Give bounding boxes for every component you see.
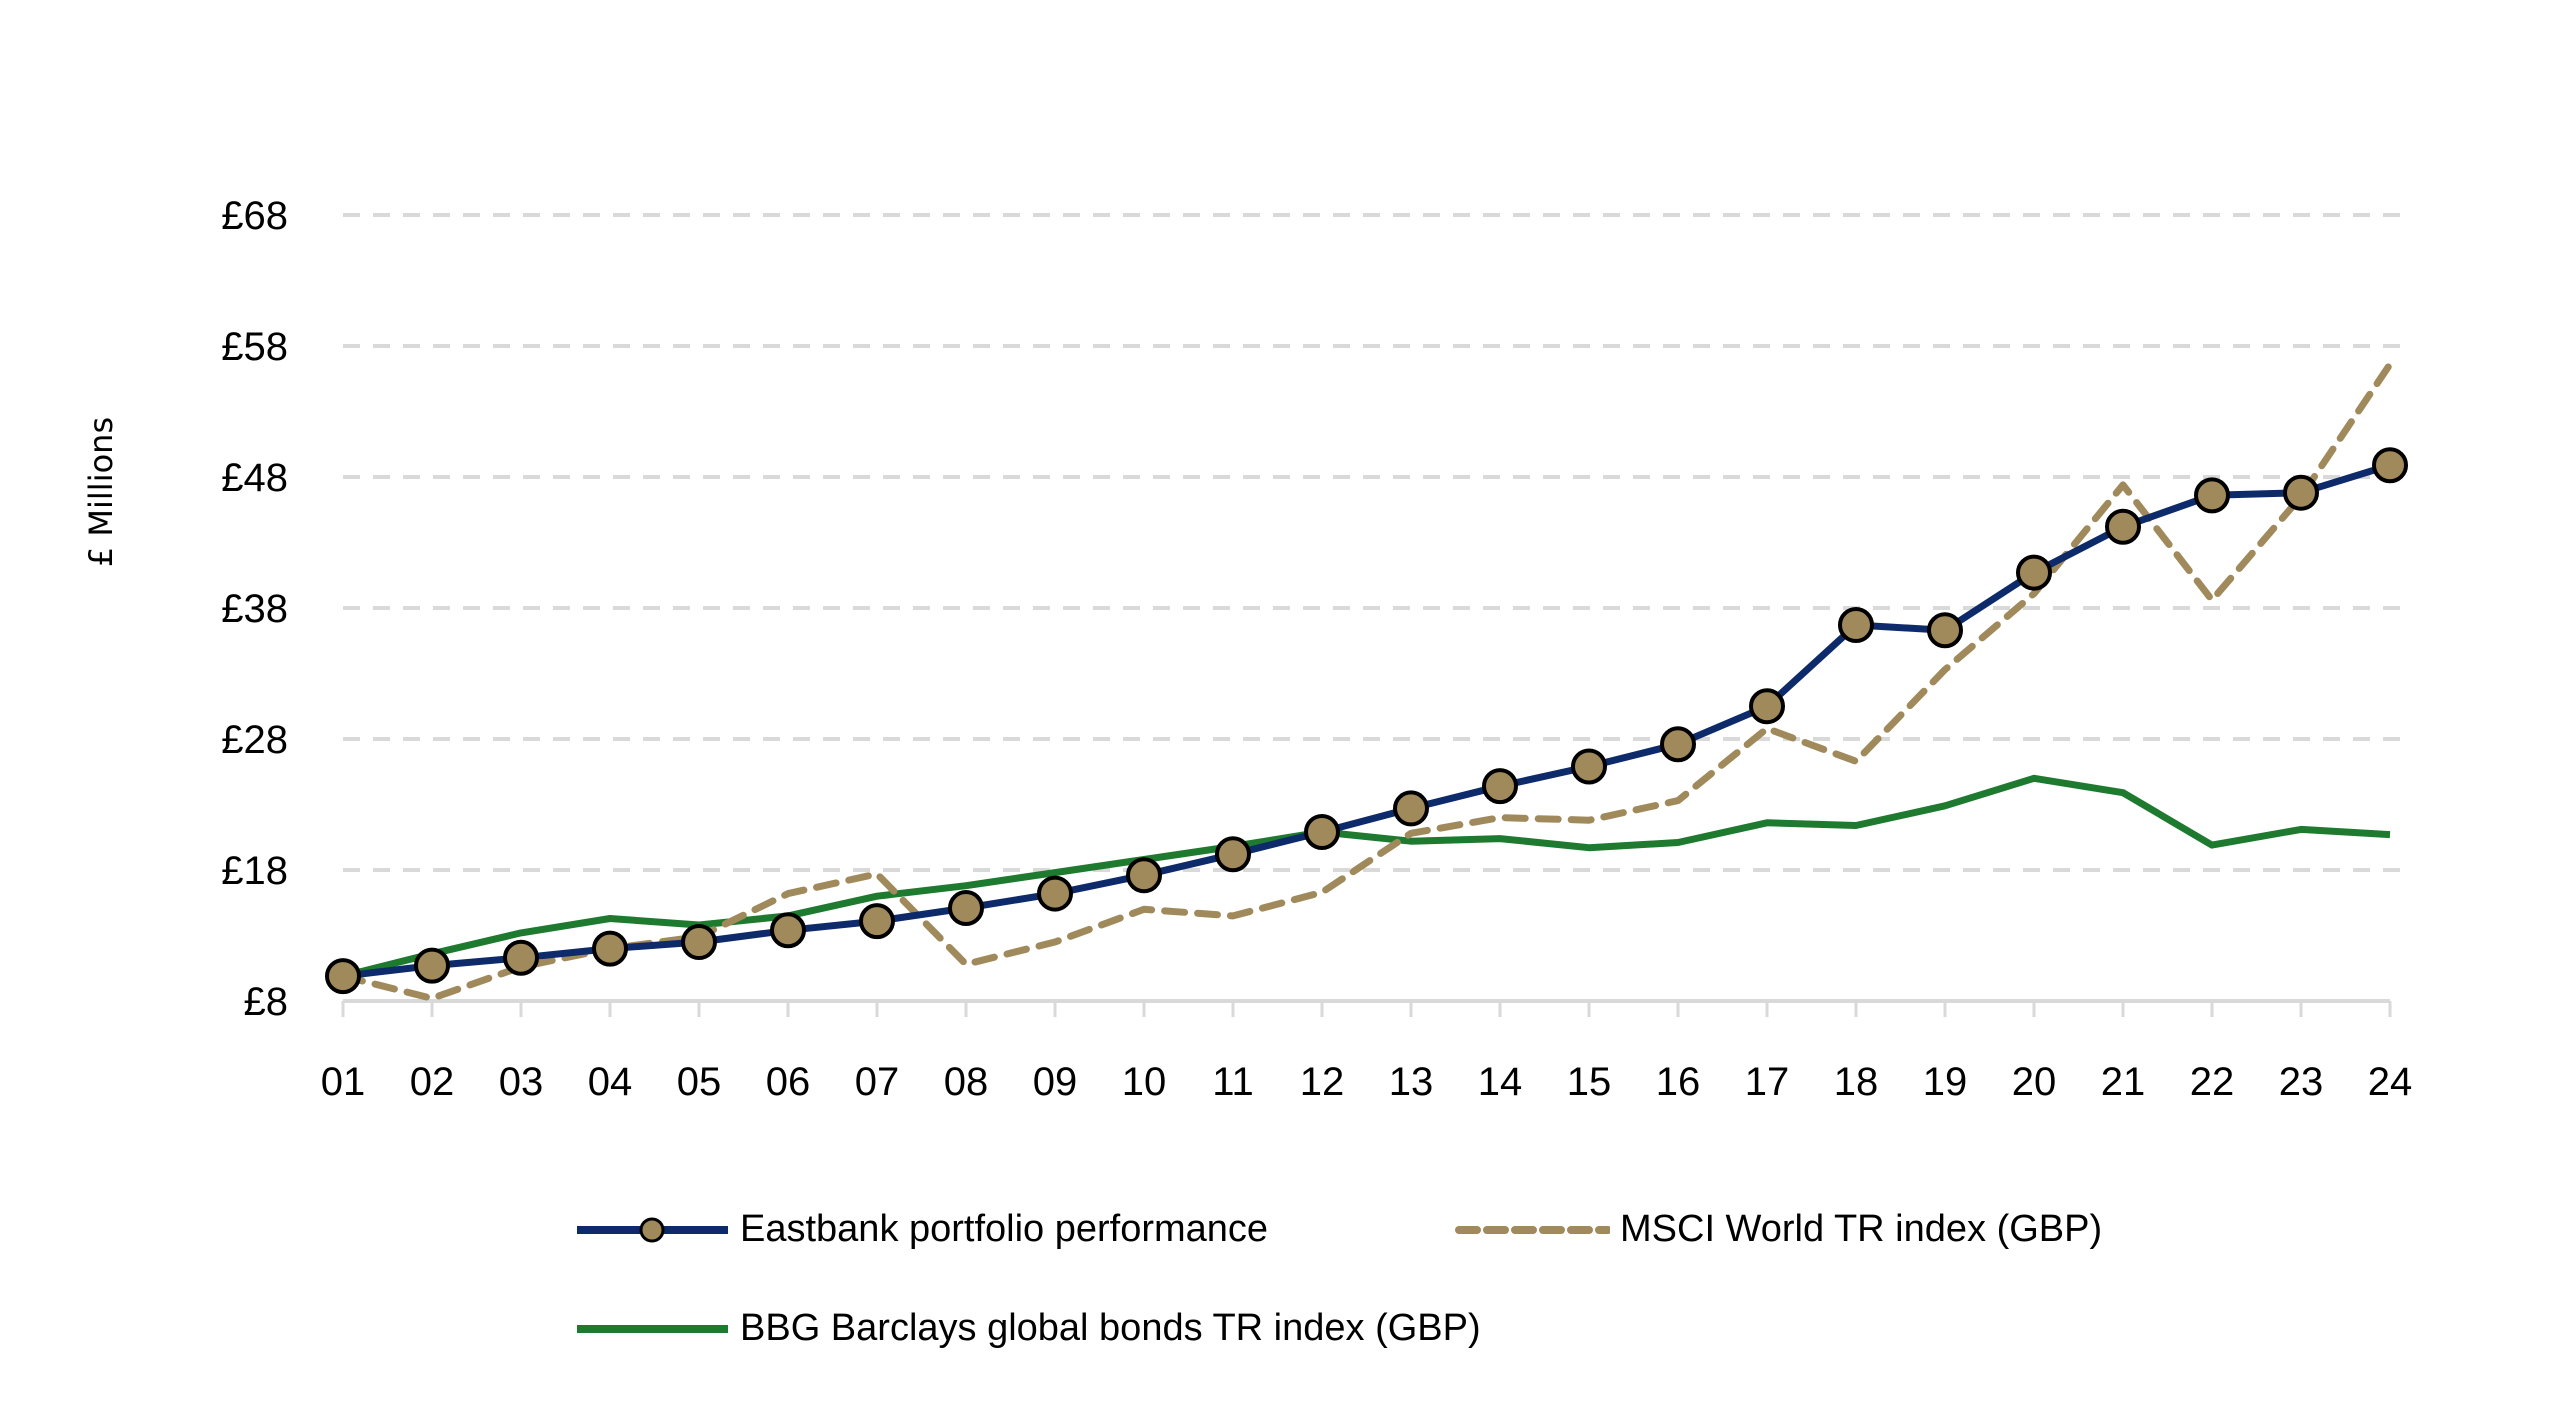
- x-tick-label: 13: [1389, 1060, 1434, 1104]
- legend-label-bbg: BBG Barclays global bonds TR index (GBP): [740, 1307, 1481, 1349]
- x-tick-label: 07: [855, 1060, 900, 1104]
- eastbank-data-point: [325, 958, 361, 995]
- y-tick-label: £38: [221, 587, 288, 631]
- x-tick-label: 17: [1745, 1060, 1790, 1104]
- series-eastbank-line: [342, 461, 2392, 980]
- eastbank-data-point: [1749, 688, 1785, 725]
- x-tick-label: 19: [1923, 1060, 1968, 1104]
- y-axis-tick-labels: £8 £18 £28 £38 £48 £58 £68: [221, 194, 288, 1024]
- x-tick-label: 20: [2012, 1060, 2057, 1104]
- x-tick-label: 23: [2279, 1060, 2324, 1104]
- legend-eastbank-line-marker-icon: [577, 1217, 728, 1242]
- y-tick-label: £68: [221, 194, 288, 238]
- x-tick-label: 14: [1478, 1060, 1523, 1104]
- eastbank-data-point: [1126, 857, 1162, 894]
- x-tick-label: 03: [499, 1060, 544, 1104]
- eastbank-data-point: [1215, 836, 1251, 873]
- x-axis: [341, 999, 2392, 1017]
- x-axis-tick-labels: 01 02 03 04 05 06 07 08 09 10 11 12 13 14 15 16 17 18 19 20…: [321, 1060, 2413, 1104]
- series-msci-line: [339, 360, 2394, 1002]
- x-tick-label: 15: [1567, 1060, 1612, 1104]
- legend-msci-dashed-line-icon: [1455, 1225, 1610, 1234]
- legend-item-bbg: BBG Barclays global bonds TR index (GBP): [575, 1307, 1481, 1350]
- eastbank-data-point: [681, 924, 717, 961]
- x-tick-label: 12: [1300, 1060, 1345, 1104]
- eastbank-data-point: [1660, 726, 1696, 763]
- x-tick-label: 11: [1212, 1060, 1254, 1104]
- y-tick-label: £58: [221, 325, 288, 369]
- series-bbg-line: [342, 774, 2391, 980]
- y-tick-label: £28: [221, 718, 288, 762]
- series-lines: [325, 360, 2408, 1002]
- gridlines: [343, 213, 2400, 872]
- y-tick-label: £8: [244, 980, 289, 1024]
- eastbank-data-point: [2283, 474, 2319, 511]
- x-tick-label: 04: [588, 1060, 633, 1104]
- legend-item-eastbank: Eastbank portfolio performance: [575, 1208, 1268, 1251]
- x-tick-label: 18: [1834, 1060, 1879, 1104]
- eastbank-data-point: [2105, 508, 2141, 545]
- x-tick-label: 02: [410, 1060, 455, 1104]
- legend-item-msci: MSCI World TR index (GBP): [1455, 1208, 2102, 1251]
- eastbank-data-point: [1393, 790, 1429, 827]
- x-tick-label: 24: [2368, 1060, 2413, 1104]
- eastbank-data-point: [1482, 768, 1518, 805]
- eastbank-data-point: [1927, 612, 1963, 649]
- eastbank-data-point: [2372, 447, 2408, 484]
- eastbank-data-point: [1838, 607, 1874, 644]
- y-tick-label: £18: [221, 849, 288, 893]
- x-tick-label: 06: [766, 1060, 811, 1104]
- eastbank-data-point: [1037, 875, 1073, 912]
- eastbank-data-point: [2016, 554, 2052, 591]
- y-axis-title: £ Millions: [82, 417, 120, 567]
- eastbank-data-point: [1304, 814, 1340, 851]
- y-tick-label: £48: [221, 456, 288, 500]
- x-tick-label: 05: [677, 1060, 722, 1104]
- eastbank-data-point: [770, 912, 806, 949]
- x-tick-label: 16: [1656, 1060, 1701, 1104]
- eastbank-data-point: [2194, 477, 2230, 514]
- x-tick-label: 08: [944, 1060, 989, 1104]
- x-tick-label: 22: [2190, 1060, 2235, 1104]
- eastbank-data-point: [948, 889, 984, 926]
- legend-label-msci: MSCI World TR index (GBP): [1620, 1208, 2103, 1250]
- x-tick-label: 10: [1122, 1060, 1167, 1104]
- x-tick-label: 21: [2101, 1060, 2146, 1104]
- x-tick-label: 01: [321, 1060, 366, 1104]
- eastbank-data-point: [859, 903, 895, 940]
- eastbank-data-point: [414, 947, 450, 984]
- eastbank-data-point: [592, 930, 628, 967]
- x-tick-label: 09: [1033, 1060, 1078, 1104]
- eastbank-data-point: [1571, 748, 1607, 785]
- legend-bbg-line-icon: [577, 1324, 728, 1333]
- eastbank-data-point: [503, 939, 539, 976]
- legend-label-eastbank: Eastbank portfolio performance: [740, 1208, 1269, 1250]
